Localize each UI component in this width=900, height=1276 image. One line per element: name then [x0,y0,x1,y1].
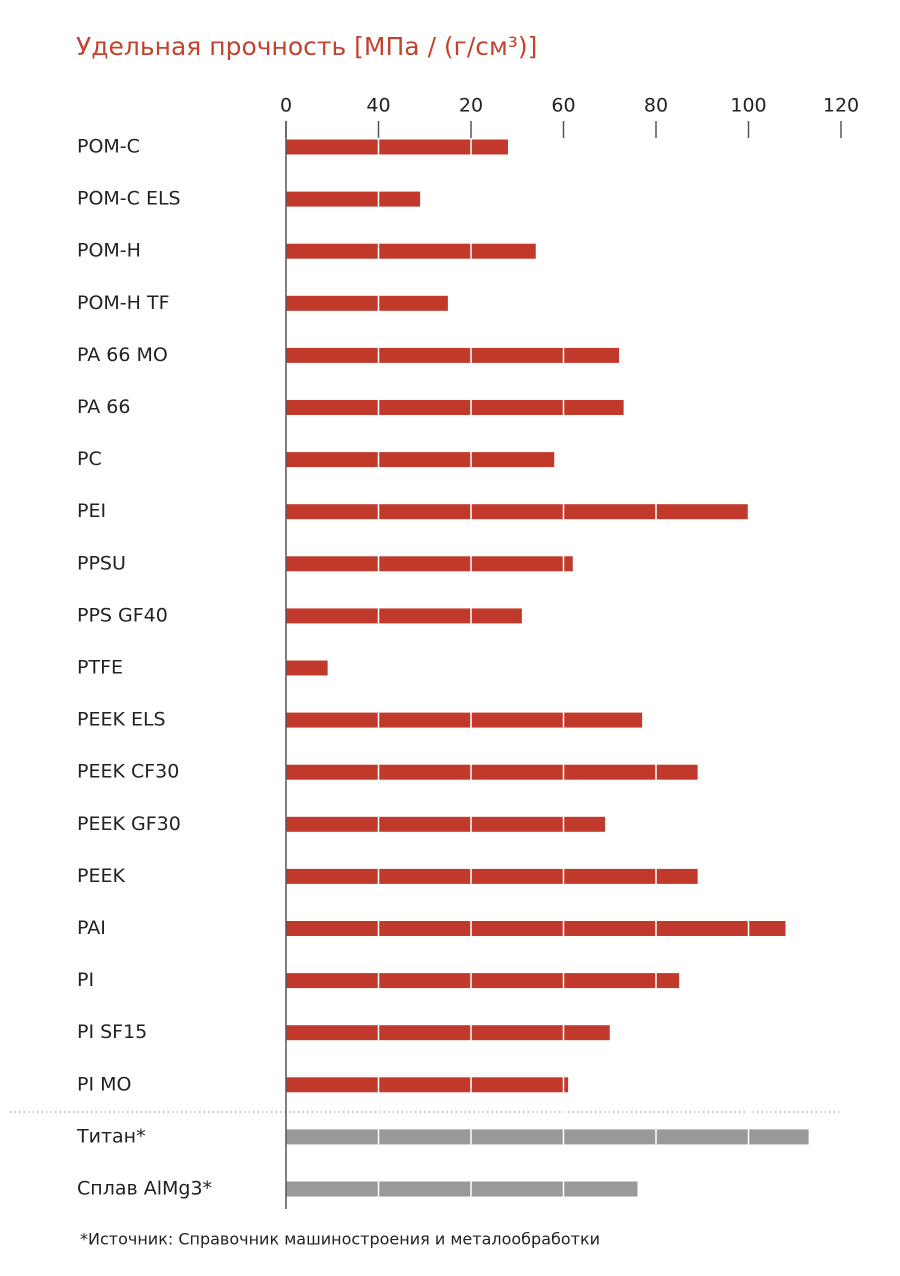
x-tick-label: 20 [459,95,483,117]
bar [286,816,606,832]
category-label: PI SF15 [77,1021,147,1043]
x-tick-label: 60 [551,95,575,117]
bar [286,347,619,363]
category-label: POM-C ELS [77,188,181,210]
category-label: Сплав AlMg3* [77,1178,212,1200]
bar [286,608,522,624]
bar [286,400,624,415]
bar [286,764,698,780]
bar [286,191,421,207]
bar [286,660,328,676]
category-label: PI [77,969,94,991]
x-tick-label: 120 [823,95,859,117]
category-label: PI MO [77,1073,131,1095]
bar [286,295,448,311]
category-label: PEEK [77,865,125,887]
bar [286,1129,809,1145]
category-label: PTFE [77,657,123,679]
category-label: PPS GF40 [77,604,168,626]
category-label: POM-H TF [77,292,170,314]
footnote: *Источник: Справочник машиностроения и м… [80,1230,600,1249]
category-label: Титан* [76,1125,146,1147]
bar [286,1025,610,1041]
category-label: PPSU [77,552,126,574]
bar [286,712,643,728]
bar [286,139,508,155]
category-label: PC [77,448,102,470]
x-tick-label: 100 [730,95,766,117]
bar [286,556,573,572]
category-label: PAI [77,917,106,939]
x-tick-label: 0 [280,95,292,117]
category-label: PA 66 [77,396,130,418]
bar [286,504,749,520]
x-tick-label: 80 [644,95,668,117]
category-label: PA 66 MO [77,344,168,366]
category-label: POM-C [77,136,140,158]
bar [286,921,786,936]
category-label: PEEK GF30 [77,813,181,835]
bar [286,452,555,468]
x-tick-label: 40 [366,95,390,117]
category-label: POM-H [77,240,141,262]
bar [286,868,698,884]
chart-title: Удельная прочность [МПа / (г/см³)] [76,32,537,61]
category-label: PEEK CF30 [77,761,179,783]
category-label: PEI [77,500,106,522]
bar [286,973,680,989]
category-label: PEEK ELS [77,709,166,731]
bar [286,243,536,259]
bar [286,1181,638,1197]
bar [286,1077,569,1093]
